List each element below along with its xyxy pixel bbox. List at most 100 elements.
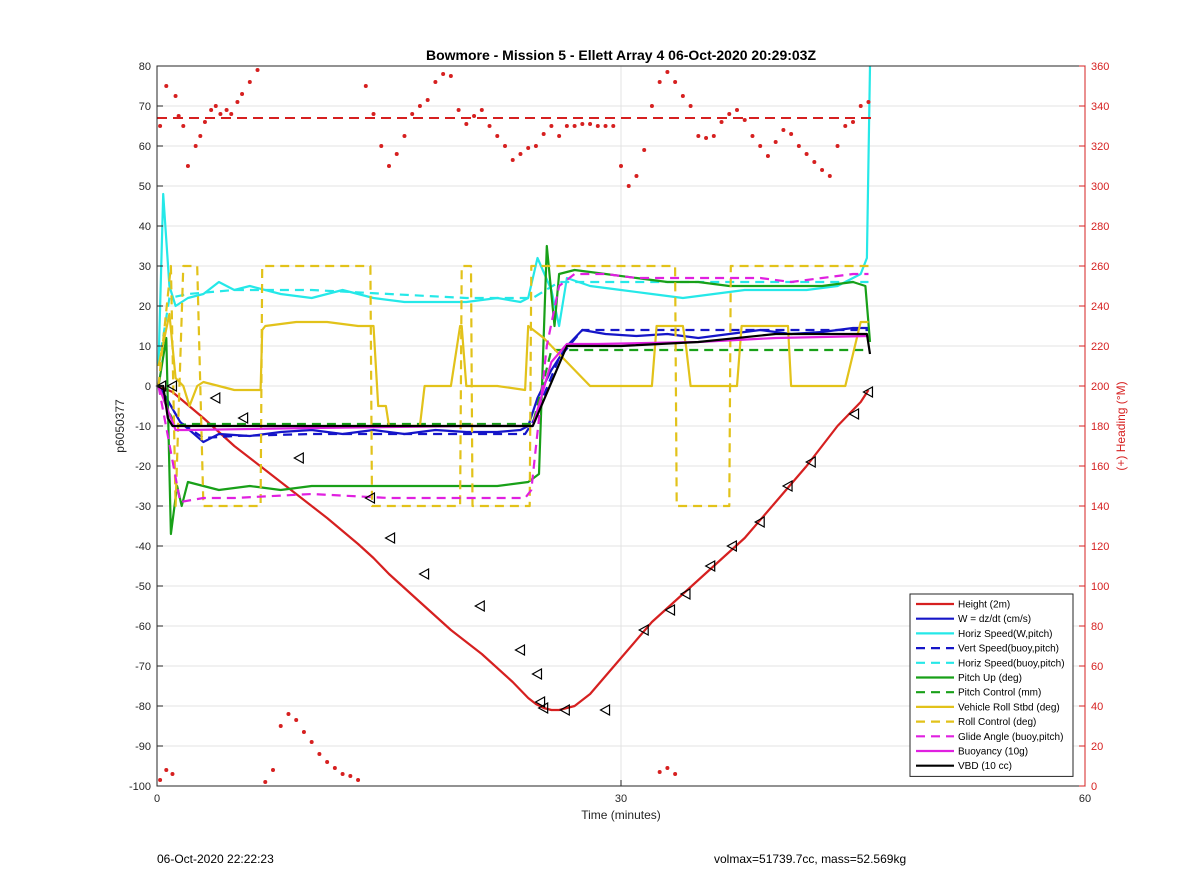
heading-point (158, 124, 163, 128)
marker-triangle (534, 695, 546, 709)
heading-point (510, 158, 515, 162)
heading-point (619, 164, 623, 168)
legend-label: Pitch Up (deg) (958, 673, 1022, 684)
heading-point (402, 134, 407, 138)
y-right-tick-label: 200 (1091, 381, 1109, 393)
series-line-pitch-up-deg (157, 244, 872, 536)
heading-point (387, 164, 391, 168)
heading-point (603, 124, 608, 128)
heading-point (185, 164, 190, 168)
heading-point (181, 124, 186, 128)
legend-label: Glide Angle (buoy,pitch) (958, 732, 1063, 743)
heading-point (665, 70, 670, 74)
y-right-tick-label: 0 (1091, 781, 1097, 793)
y-tick-label: -10 (135, 421, 151, 433)
y-right-tick-label: 300 (1091, 181, 1109, 193)
heading-point (549, 124, 554, 128)
heading-point (425, 98, 430, 102)
heading-point (564, 124, 569, 128)
heading-point (727, 112, 732, 116)
axis-layer: 0 30 6080706050403020100-10-20-30-40-50-60… (129, 61, 1109, 805)
heading-point (680, 94, 685, 98)
marker-triangle (664, 603, 676, 617)
heading-point (503, 144, 507, 148)
heading-point (688, 104, 693, 108)
heading-point (433, 80, 438, 84)
legend-label: VBD (10 cc) (958, 761, 1012, 772)
y-tick-label: -40 (135, 541, 151, 553)
legend-label: Pitch Control (mm) (958, 688, 1041, 699)
heading-point (673, 80, 678, 84)
heading-point (371, 112, 376, 116)
legend: Height (2m) W = dz/dt (cm/s) Horiz Speed(W… (909, 593, 1074, 777)
y-tick-label: 10 (139, 341, 151, 353)
heading-point (209, 108, 214, 112)
y-right-tick-label: 100 (1091, 581, 1109, 593)
marker-triangle (679, 587, 691, 601)
heading-point (858, 104, 863, 108)
legend-label: Buoyancy (10g) (958, 747, 1028, 758)
heading-layer (157, 68, 877, 784)
heading-point (611, 124, 616, 128)
heading-point (271, 768, 275, 772)
heading-point (851, 120, 855, 124)
marker-triangle (704, 559, 716, 573)
y-right-tick-label: 260 (1091, 261, 1109, 273)
marker-triangle (293, 451, 304, 465)
heading-point (835, 144, 840, 148)
marker-triangle (781, 479, 793, 493)
heading-point (173, 94, 178, 98)
heading-point (665, 766, 670, 770)
y-tick-label: 20 (139, 301, 151, 313)
heading-point (495, 134, 500, 138)
heading-point (789, 132, 794, 136)
y-tick-label: 60 (139, 141, 151, 153)
heading-point (843, 124, 848, 128)
heading-point (332, 766, 337, 770)
x-tick-label: 30 (615, 793, 627, 805)
series-layer (157, 65, 872, 712)
heading-point (533, 144, 538, 148)
heading-point (229, 112, 234, 116)
heading-point (379, 144, 384, 148)
legend-label: Vehicle Roll Stbd (deg) (958, 702, 1060, 713)
marker-triangle (805, 455, 816, 469)
y-tick-label: 70 (139, 101, 151, 113)
heading-point (240, 92, 245, 96)
y-right-tick-label: 320 (1091, 141, 1109, 153)
heading-point (325, 760, 330, 764)
marker-triangle (537, 701, 549, 715)
heading-point (286, 712, 291, 716)
marker-triangle (726, 539, 737, 553)
heading-point (649, 104, 654, 108)
x-tick-label: 0 (154, 793, 160, 805)
heading-point (164, 84, 169, 88)
heading-point (518, 152, 523, 156)
heading-point (441, 72, 446, 76)
heading-point (696, 134, 701, 138)
y-right-tick-label: 40 (1091, 701, 1103, 713)
heading-point (255, 68, 260, 72)
chart: 0 30 6080706050403020100-10-20-30-40-50-60… (113, 47, 1128, 822)
series-line-roll-control-deg (157, 264, 869, 508)
y-tick-label: 30 (139, 261, 151, 273)
series-line-glide-angle-buoy-pitch (157, 272, 869, 504)
y-right-tick-label: 280 (1091, 221, 1109, 233)
marker-triangle (237, 411, 249, 425)
marker-triangle (166, 379, 178, 393)
y-right-tick-label: 140 (1091, 501, 1109, 513)
heading-point (541, 132, 546, 136)
heading-point (765, 154, 770, 158)
heading-point (796, 144, 801, 148)
heading-point (176, 114, 181, 118)
marker-triangle (474, 599, 485, 613)
marker-triangle (862, 385, 874, 399)
heading-point (673, 772, 678, 776)
heading-point (164, 768, 169, 772)
marker-triangle (753, 515, 765, 529)
chart-title: Bowmore - Mission 5 - Ellett Array 4 06-… (426, 47, 817, 63)
heading-point (750, 134, 755, 138)
heading-point (711, 134, 716, 138)
heading-point (735, 108, 739, 112)
heading-point (642, 148, 647, 152)
